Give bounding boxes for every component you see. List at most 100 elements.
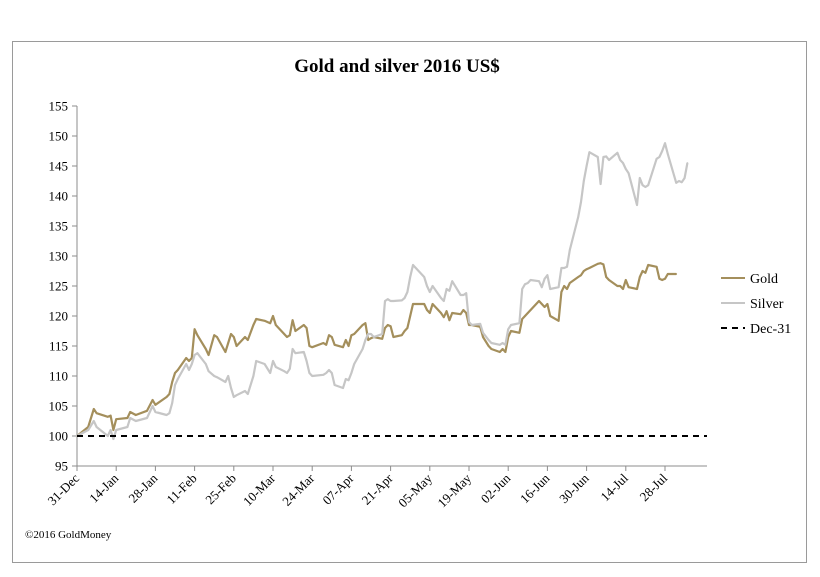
data-point-silver — [675, 181, 678, 184]
data-point-silver — [566, 265, 568, 268]
x-tick-label-05-may: 05-May — [395, 470, 435, 510]
x-tick-label-31-dec: 31-Dec — [44, 470, 82, 508]
data-point-gold — [622, 288, 624, 290]
data-point-silver — [490, 342, 493, 344]
data-point-silver — [412, 264, 414, 266]
x-tick-label-30-jun: 30-Jun — [556, 470, 592, 506]
data-point-silver — [263, 363, 266, 365]
data-point-silver — [624, 168, 627, 170]
data-point-gold — [400, 334, 403, 337]
data-point-silver — [686, 162, 689, 164]
data-point-silver — [168, 412, 171, 415]
data-point-silver — [176, 378, 179, 380]
data-point-gold — [216, 336, 218, 338]
data-point-gold — [325, 343, 328, 346]
data-point-silver — [549, 288, 552, 290]
data-point-gold — [524, 315, 526, 317]
data-point-silver — [585, 165, 588, 167]
data-point-gold — [445, 310, 448, 313]
data-point-gold — [286, 336, 288, 338]
data-point-silver — [171, 402, 174, 404]
data-point-silver — [294, 352, 297, 355]
data-point-silver — [482, 331, 484, 334]
data-point-gold — [342, 346, 344, 349]
legend-label-gold: Gold — [750, 272, 778, 287]
data-point-silver — [431, 285, 434, 287]
data-point-silver — [207, 370, 210, 373]
data-point-gold — [431, 303, 434, 305]
data-point-silver — [344, 378, 347, 380]
data-point-gold — [294, 330, 297, 332]
data-point-gold — [409, 315, 412, 317]
data-point-gold — [442, 316, 445, 319]
y-tick-label-140: 140 — [49, 189, 69, 204]
data-point-silver — [426, 285, 428, 287]
data-point-silver — [518, 322, 521, 325]
data-point-silver — [302, 351, 305, 353]
data-point-silver — [328, 369, 330, 371]
data-point-silver — [230, 387, 232, 389]
data-point-gold — [619, 285, 622, 287]
data-point-gold — [647, 264, 650, 266]
data-point-gold — [283, 333, 286, 335]
data-point-silver — [560, 267, 563, 269]
data-point-gold — [213, 334, 216, 337]
data-point-gold — [451, 312, 454, 314]
data-point-gold — [675, 273, 678, 275]
data-point-silver — [619, 159, 622, 161]
data-point-gold — [288, 334, 291, 337]
x-tick-label-07-apr: 07-Apr — [319, 470, 357, 508]
data-point-silver — [151, 405, 154, 407]
data-point-gold — [585, 268, 588, 271]
y-axis: 95 100 105 110 115 120 125 130 135 140 145 150 155 — [49, 99, 78, 474]
data-point-gold — [468, 324, 470, 326]
data-point-gold — [274, 324, 277, 326]
data-point-silver — [445, 288, 448, 290]
data-point-gold — [165, 396, 168, 398]
data-point-gold — [333, 343, 336, 346]
data-point-gold — [193, 328, 196, 331]
data-point-gold — [608, 279, 610, 281]
x-tick-label-24-mar: 24-Mar — [279, 470, 318, 509]
data-point-gold — [423, 303, 426, 305]
data-point-gold — [529, 309, 532, 311]
data-point-silver — [283, 370, 286, 373]
data-point-gold — [109, 414, 112, 417]
data-point-gold — [490, 348, 493, 350]
data-point-silver — [529, 279, 532, 281]
data-point-gold — [269, 322, 272, 325]
data-point-gold — [146, 409, 148, 412]
data-point-gold — [204, 348, 207, 350]
data-point-silver — [423, 276, 426, 278]
data-point-gold — [384, 327, 386, 329]
data-point-silver — [501, 342, 504, 344]
data-point-gold — [459, 313, 462, 316]
data-point-gold — [305, 327, 308, 329]
data-point-silver — [224, 381, 227, 383]
data-point-silver — [577, 216, 580, 218]
data-point-silver — [596, 156, 599, 158]
data-point-gold — [580, 274, 582, 277]
data-point-gold — [361, 324, 364, 326]
x-tick-label-11-feb: 11-Feb — [163, 471, 199, 507]
data-point-silver — [546, 274, 549, 277]
data-point-silver — [305, 360, 308, 362]
data-point-silver — [641, 184, 644, 187]
data-point-silver — [524, 283, 526, 286]
data-point-gold — [510, 330, 512, 332]
data-point-silver — [588, 151, 591, 154]
data-point-silver — [95, 426, 98, 428]
copyright-text: ©2016 GoldMoney — [25, 529, 112, 541]
data-point-silver — [448, 289, 451, 292]
data-point-silver — [384, 300, 386, 302]
data-point-silver — [680, 181, 683, 184]
data-point-silver — [213, 375, 216, 377]
data-point-silver — [622, 162, 624, 164]
data-point-gold — [188, 360, 190, 362]
x-tick-label-14-jan: 14-Jan — [86, 470, 121, 505]
data-point-silver — [664, 142, 666, 145]
legend-item-gold: Gold — [721, 272, 778, 287]
legend-label-silver: Silver — [750, 297, 784, 312]
data-point-silver — [638, 177, 641, 179]
data-point-gold — [244, 336, 246, 338]
